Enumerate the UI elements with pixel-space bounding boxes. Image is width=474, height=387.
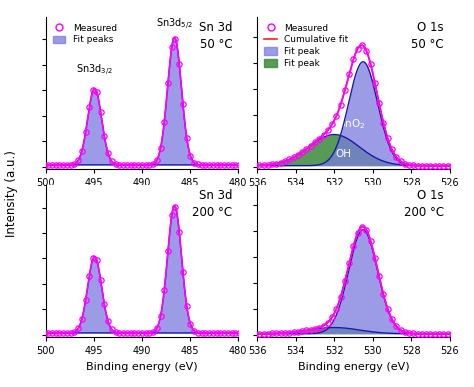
- X-axis label: Binding energy (eV): Binding energy (eV): [298, 362, 409, 372]
- Text: Sn3d$_{3/2}$: Sn3d$_{3/2}$: [76, 63, 113, 78]
- X-axis label: Binding energy (eV): Binding energy (eV): [86, 362, 198, 372]
- Text: SnO$_2$: SnO$_2$: [338, 117, 365, 130]
- Legend: Measured, Fit peaks: Measured, Fit peaks: [50, 21, 119, 47]
- Text: Intensity (a.u.): Intensity (a.u.): [5, 150, 18, 237]
- Text: Sn 3d
200 °C: Sn 3d 200 °C: [192, 189, 232, 219]
- Legend: Measured, Cumulative fit, Fit peak, Fit peak: Measured, Cumulative fit, Fit peak, Fit …: [262, 21, 351, 70]
- Text: O 1s
50 °C: O 1s 50 °C: [411, 21, 444, 51]
- Text: OH: OH: [336, 149, 352, 159]
- Text: Sn 3d
50 °C: Sn 3d 50 °C: [199, 21, 232, 51]
- Text: O 1s
200 °C: O 1s 200 °C: [404, 189, 444, 219]
- Text: Sn3d$_{5/2}$: Sn3d$_{5/2}$: [156, 17, 193, 32]
